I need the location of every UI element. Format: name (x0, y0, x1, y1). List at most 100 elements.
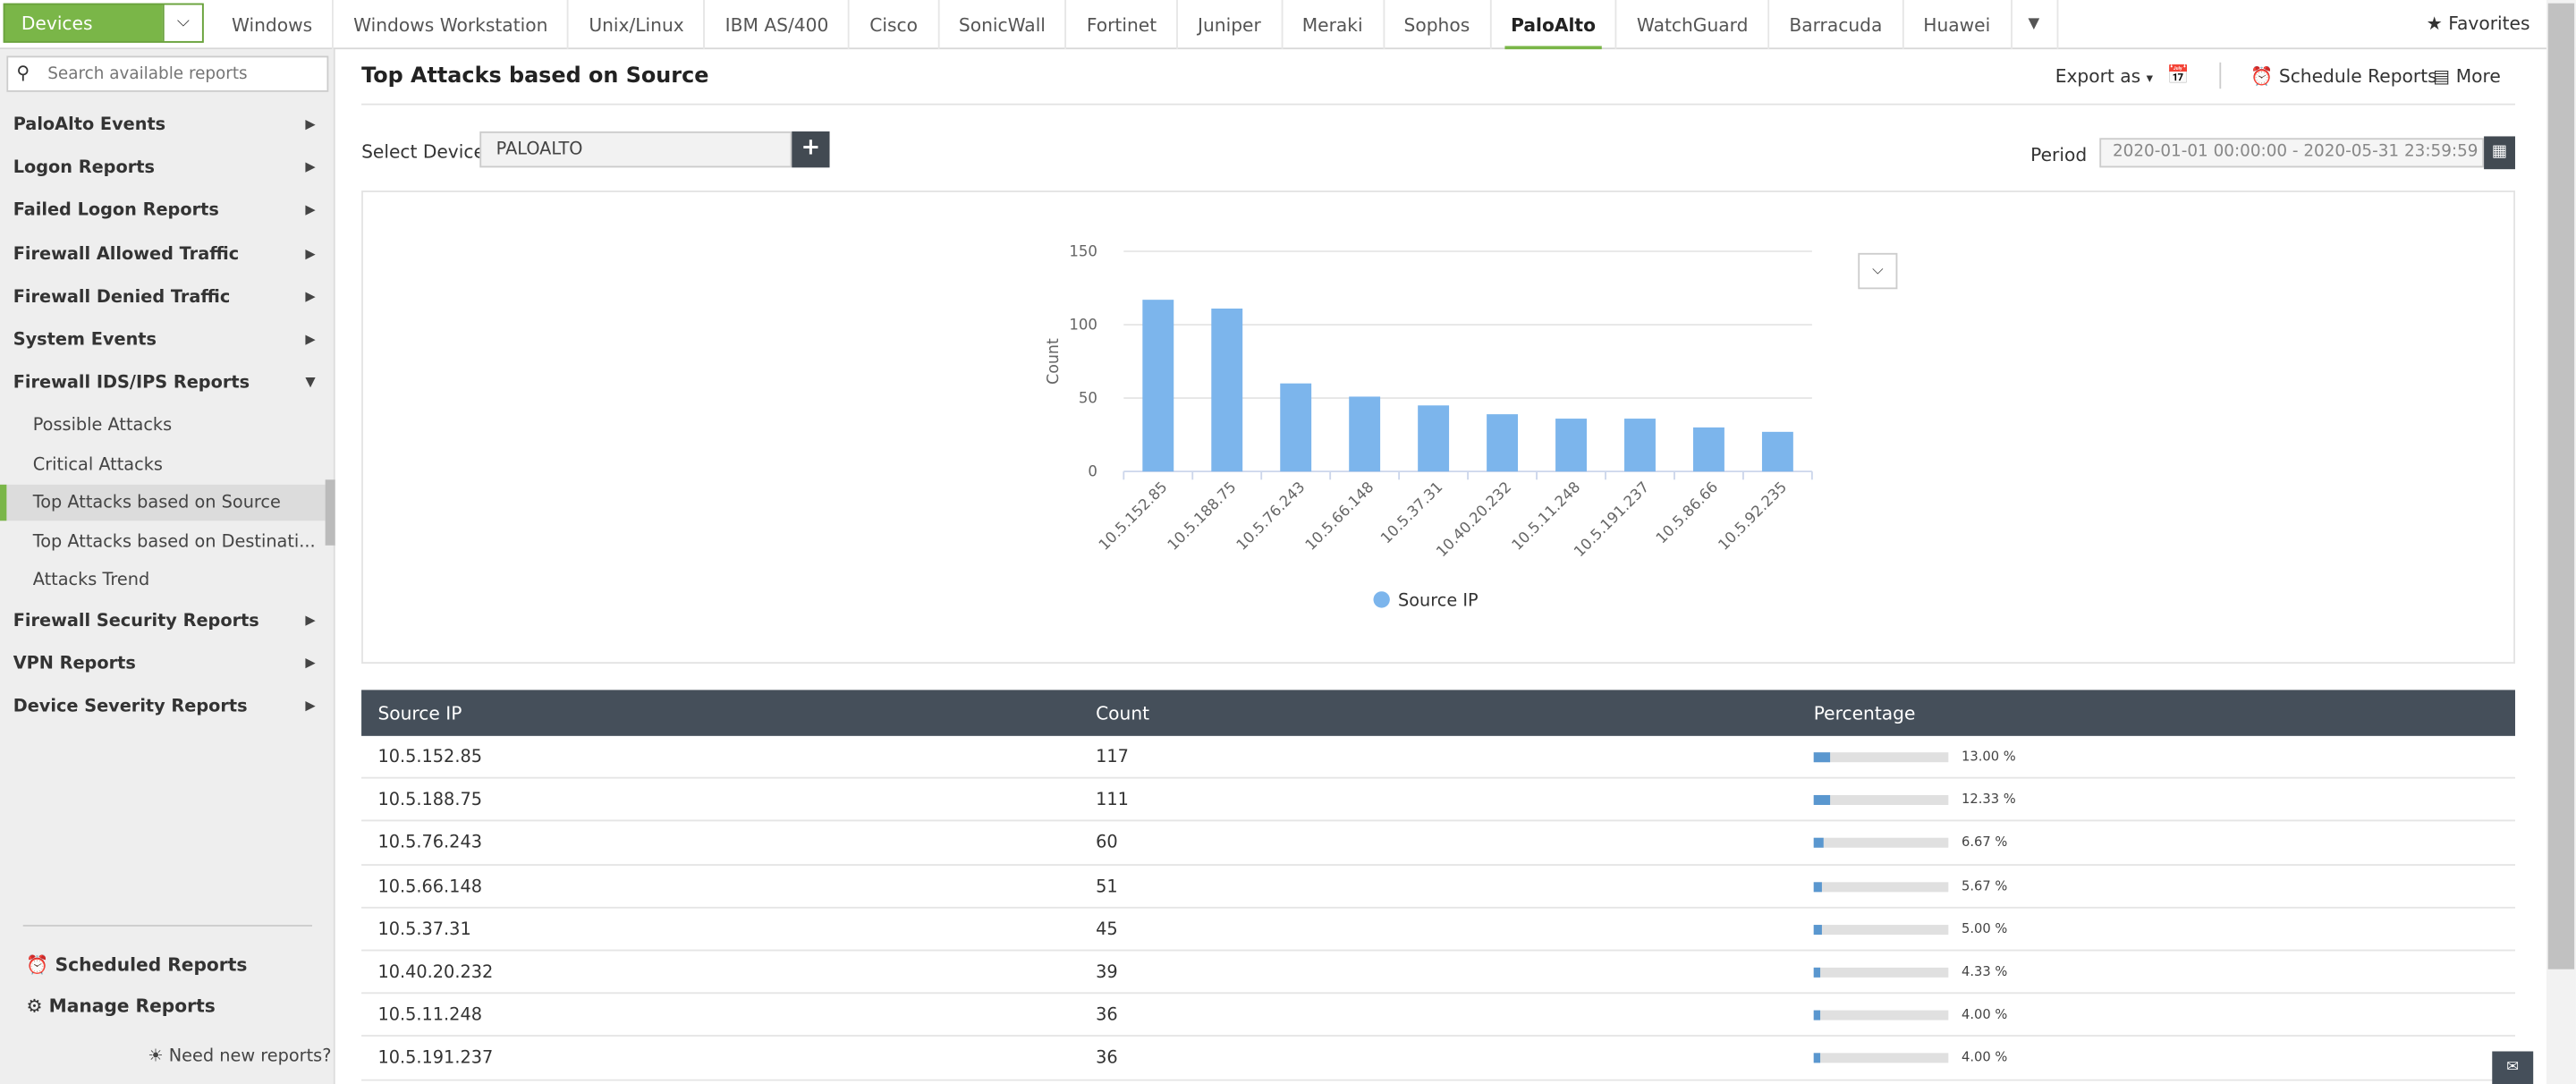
tab-huawei[interactable]: Huawei (1903, 0, 2012, 50)
need-new-reports-link[interactable]: ☀ Need new reports? (148, 1046, 331, 1066)
sidebar-group-vpn-reports[interactable]: VPN Reports ▶ (0, 644, 335, 683)
devices-dropdown[interactable]: Devices ⌵ (3, 3, 204, 43)
sidebar-group-firewall-security-reports[interactable]: Firewall Security Reports ▶ (0, 601, 335, 640)
sidebar-item-critical-attacks[interactable]: Critical Attacks (32, 453, 163, 474)
bar (1624, 419, 1656, 472)
cell-source-ip[interactable]: 10.5.152.85 (377, 747, 483, 767)
calendar-search-icon[interactable]: 📅 (2166, 64, 2190, 86)
sidebar-group-device-severity-reports[interactable]: Device Severity Reports ▶ (0, 687, 335, 726)
caret-right-icon: ▶ (305, 656, 316, 671)
favorites-link[interactable]: ★ Favorites (2427, 13, 2530, 35)
sidebar-collapse-handle[interactable] (325, 479, 335, 546)
device-select[interactable]: PALOALTO (479, 131, 792, 168)
sidebar-group-label: Firewall Security Reports (13, 611, 259, 631)
tab-sophos[interactable]: Sophos (1384, 0, 1492, 50)
sidebar-group-firewall-ids-ips-reports[interactable]: Firewall IDS/IPS Reports ▼ (0, 363, 335, 402)
cell-source-ip[interactable]: 10.5.76.243 (377, 833, 483, 853)
cell-count: 45 (1096, 919, 1118, 940)
chevron-down-icon[interactable]: ⌵ (162, 4, 202, 41)
sidebar-item-attacks-trend[interactable]: Attacks Trend (32, 570, 150, 590)
cell-count: 36 (1096, 1005, 1118, 1026)
percentage-bar-fill (1813, 1010, 1820, 1020)
need-new-reports-label: Need new reports? (168, 1046, 332, 1067)
cell-percentage: 12.33 % (1962, 792, 2016, 808)
cell-source-ip[interactable]: 10.5.188.75 (377, 790, 483, 810)
header-percentage[interactable]: Percentage (1813, 703, 1916, 724)
search-input[interactable] (47, 60, 319, 88)
table-row: 10.5.76.243 60 6.67 % (361, 822, 2515, 866)
tab-sonicwall[interactable]: SonicWall (939, 0, 1067, 50)
sidebar-group-system-events[interactable]: System Events ▶ (0, 320, 335, 360)
sidebar-group-firewall-allowed-traffic[interactable]: Firewall Allowed Traffic ▶ (0, 234, 335, 274)
cell-count: 36 (1096, 1048, 1118, 1069)
percentage-bar-fill (1813, 795, 1830, 806)
schedule-reports-button[interactable]: ⏰ Schedule Reports (2250, 65, 2436, 87)
header-source-ip[interactable]: Source IP (377, 703, 462, 724)
tab-ibm-as-400[interactable]: IBM AS/400 (706, 0, 851, 50)
sidebar-group-firewall-denied-traffic[interactable]: Firewall Denied Traffic ▶ (0, 277, 335, 317)
tab-watchguard[interactable]: WatchGuard (1617, 0, 1770, 50)
tab-windows[interactable]: Windows (212, 0, 335, 50)
tab-meraki[interactable]: Meraki (1283, 0, 1385, 50)
cell-percentage: 6.67 % (1962, 834, 2008, 851)
scrollbar-thumb[interactable] (2547, 3, 2575, 970)
sidebar-group-failed-logon-reports[interactable]: Failed Logon Reports ▶ (0, 191, 335, 231)
caret-down-icon: ▼ (305, 375, 316, 390)
sidebar-divider (22, 925, 312, 927)
sidebar-item-top-attacks-based-on-destinati[interactable]: Top Attacks based on Destinati... (32, 531, 316, 552)
cell-source-ip[interactable]: 10.5.11.248 (377, 1005, 483, 1026)
tab-cisco[interactable]: Cisco (850, 0, 939, 50)
percentage-bar (1813, 795, 1949, 806)
add-device-button[interactable]: + (792, 131, 830, 168)
cell-percentage: 13.00 % (1962, 749, 2016, 765)
manage-reports-link[interactable]: ⚙ Manage Reports (26, 995, 215, 1017)
bar (1487, 414, 1519, 472)
cell-source-ip[interactable]: 10.5.66.148 (377, 876, 483, 897)
table-row: 10.5.66.148 51 5.67 % (361, 865, 2515, 909)
y-tick-label: 50 (1079, 390, 1097, 407)
report-search[interactable]: ⚲ (6, 55, 329, 92)
scheduled-reports-link[interactable]: ⏰ Scheduled Reports (26, 954, 247, 976)
cell-source-ip[interactable]: 10.5.37.31 (377, 919, 471, 940)
more-tabs-chevron-icon[interactable]: ▼ (2012, 0, 2058, 50)
x-tick-label: 10.5.92.235 (1715, 478, 1790, 554)
sidebar-group-logon-reports[interactable]: Logon Reports ▶ (0, 148, 335, 188)
tab-barracuda[interactable]: Barracuda (1769, 0, 1904, 50)
more-button[interactable]: ▤ More (2433, 65, 2501, 87)
cell-source-ip[interactable]: 10.5.191.237 (377, 1048, 494, 1069)
bar (1761, 431, 1793, 472)
table-header: Source IP Count Percentage (361, 690, 2515, 736)
legend-label: Source IP (1398, 590, 1479, 611)
caret-right-icon: ▶ (305, 699, 316, 714)
cell-count: 60 (1096, 833, 1118, 853)
cell-percentage: 4.00 % (1962, 1007, 2008, 1022)
sidebar-item-top-attacks-based-on-source[interactable]: Top Attacks based on Source (0, 484, 326, 521)
header-count[interactable]: Count (1096, 703, 1150, 724)
tab-windows-workstation[interactable]: Windows Workstation (334, 0, 570, 50)
chat-icon[interactable]: ✉ (2492, 1051, 2534, 1084)
tab-paloalto[interactable]: PaloAlto (1491, 0, 1617, 50)
sidebar-group-paloalto-events[interactable]: PaloAlto Events ▶ (0, 106, 335, 145)
cell-source-ip[interactable]: 10.40.20.232 (377, 962, 494, 983)
main-content: Top Attacks based on Source Export as ▾ … (337, 49, 2546, 1084)
sidebar-group-label: VPN Reports (13, 654, 136, 674)
devices-label: Devices (21, 13, 93, 35)
tab-fortinet[interactable]: Fortinet (1067, 0, 1178, 50)
chart-options-dropdown[interactable]: ⌵ (1858, 252, 1898, 290)
percentage-bar (1813, 1010, 1949, 1020)
table-row: 10.40.20.232 39 4.33 % (361, 951, 2515, 995)
export-as-button[interactable]: Export as ▾ (2055, 65, 2153, 87)
select-device-label: Select Device (361, 140, 485, 163)
tab-unix-linux[interactable]: Unix/Linux (569, 0, 706, 50)
cell-count: 117 (1096, 747, 1129, 767)
legend-marker (1373, 591, 1390, 608)
x-tick-label: 10.5.86.66 (1653, 478, 1722, 547)
bar (1142, 300, 1174, 472)
bar (1418, 405, 1450, 472)
manage-reports-label: Manage Reports (48, 995, 216, 1017)
period-field[interactable]: 2020-01-01 00:00:00 - 2020-05-31 23:59:5… (2099, 138, 2485, 168)
page-scrollbar[interactable] (2546, 0, 2576, 1084)
tab-juniper[interactable]: Juniper (1178, 0, 1283, 50)
sidebar-item-possible-attacks[interactable]: Possible Attacks (32, 415, 173, 436)
calendar-icon[interactable]: ▦ (2484, 136, 2515, 170)
